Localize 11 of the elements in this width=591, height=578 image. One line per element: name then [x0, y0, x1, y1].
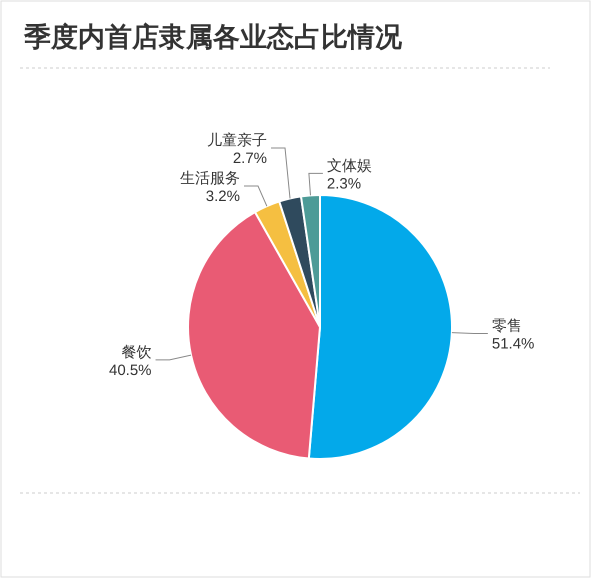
slice-label: 生活服务 [180, 170, 240, 188]
chart-title: 季度内首店隶属各业态占比情况 [23, 22, 403, 52]
data-label: 40.5% [109, 362, 152, 379]
data-label: 51.4% [492, 336, 534, 353]
data-label: 3.2% [206, 188, 240, 206]
slice-label: 餐饮 [122, 344, 152, 361]
data-label: 2.7% [232, 150, 268, 168]
slice-label: 儿童亲子 [207, 132, 268, 150]
slice-label: 文体娱 [326, 157, 372, 174]
data-label: 2.3% [326, 175, 362, 192]
slice-label: 零售 [492, 318, 522, 335]
